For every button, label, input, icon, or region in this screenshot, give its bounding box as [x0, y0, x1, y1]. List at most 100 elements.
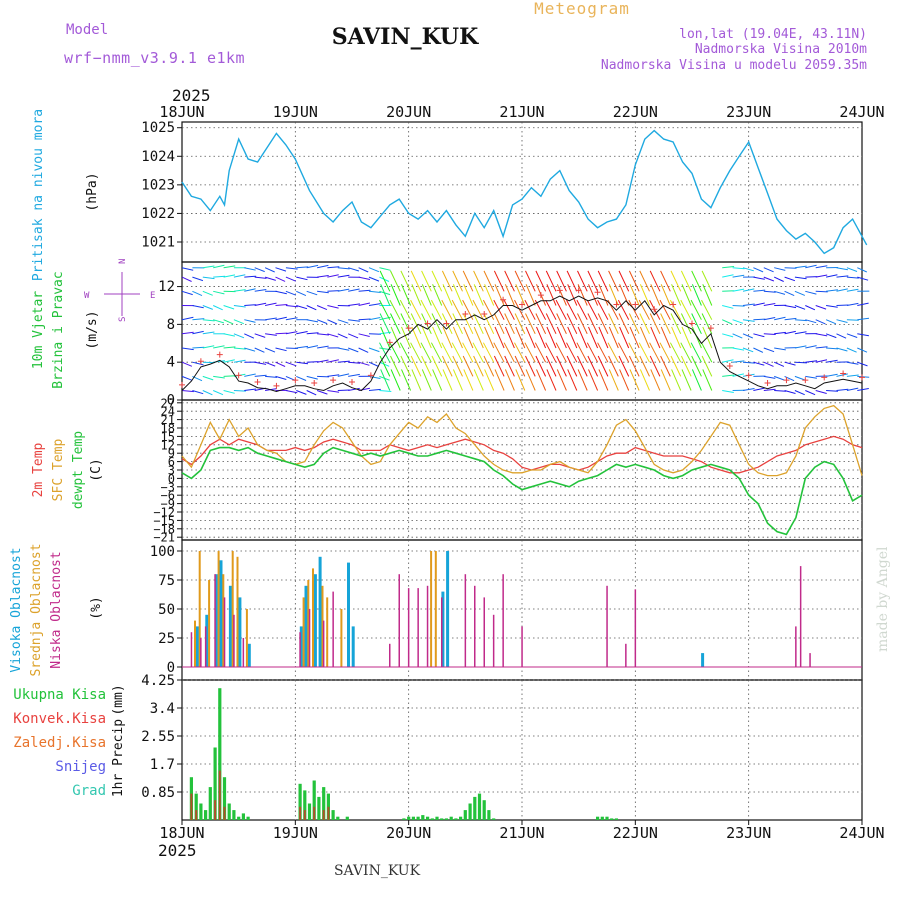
wind-marker [613, 301, 620, 308]
wind-barb [368, 317, 381, 321]
wind-barb [254, 302, 267, 306]
wind-barb [617, 299, 630, 320]
wind-barb [410, 313, 422, 335]
wind-barb [264, 347, 276, 353]
wind-barb [462, 342, 474, 363]
wind-barb [576, 342, 588, 363]
wind-barb [702, 284, 713, 306]
wind-barb [181, 361, 193, 367]
wind-barb [399, 342, 412, 363]
precip-bar [298, 783, 302, 820]
coords-label: lon,lat (19.04E, 43.11N) [679, 27, 867, 42]
cloud-bar [407, 588, 410, 667]
wind-barb [421, 270, 432, 292]
precip-bar [487, 810, 491, 820]
wind-ylabel-sub: Brzina i Pravac [51, 271, 66, 388]
cloud-bar [238, 597, 242, 667]
precip-bar [492, 818, 496, 820]
wind-barb [722, 333, 734, 338]
wind-barb [233, 289, 246, 292]
wind-barb [608, 326, 619, 349]
cloud-bar [492, 614, 495, 667]
wind-barb [763, 290, 776, 293]
wind-barb [691, 284, 702, 306]
wind-barb [337, 373, 350, 377]
wind-barb [327, 359, 339, 363]
cloud-bar [426, 585, 429, 667]
wind-barb [774, 267, 786, 271]
wind-barb [618, 313, 630, 335]
wind-barb [846, 387, 859, 391]
y-tick-label: 0 [167, 660, 175, 676]
wind-barb [846, 276, 859, 279]
cloud-bar [195, 626, 199, 667]
wind-marker [349, 379, 355, 386]
wind-barb [275, 347, 287, 352]
wind-barb [452, 284, 463, 306]
meteogram-title: Meteogram [534, 0, 630, 18]
wind-barb [836, 347, 848, 352]
precip-legend-item: Grad [72, 783, 106, 799]
wind-barb [379, 313, 391, 335]
wind-barb [441, 299, 453, 320]
cloud-bar [809, 653, 811, 667]
precip-bar [463, 810, 467, 820]
wind-barb [379, 299, 391, 320]
wind-barb [327, 390, 340, 393]
y-tick-label: 1.7 [150, 757, 175, 773]
wind-barb [535, 270, 547, 292]
model-label: Model [66, 22, 108, 38]
wind-marker [840, 370, 847, 377]
wind-barb [650, 284, 661, 306]
wind-barb [608, 355, 619, 377]
wind-barb [836, 319, 848, 323]
wind-barb [327, 274, 339, 278]
wind-barb [254, 267, 265, 273]
cloud-bar [446, 551, 450, 667]
wind-barb [535, 313, 547, 335]
wind-barb [753, 276, 765, 280]
cloud-bar [190, 632, 193, 667]
wind-barb [327, 319, 338, 325]
wind-barb [181, 375, 193, 381]
wind-barb [463, 369, 474, 391]
wind-barb [202, 331, 215, 335]
pressure-panel: 1021 1022 1023 1024 1025 [141, 120, 868, 263]
wind-barb [784, 267, 797, 269]
wind-marker [821, 374, 828, 381]
wind-barb [390, 326, 401, 349]
precip-ylabel: 1hr Precip [111, 719, 126, 797]
wind-barb [202, 319, 215, 322]
wind-barb [555, 299, 567, 320]
temp-dewpt-line [181, 446, 863, 536]
wind-barb [628, 313, 640, 335]
wind-marker [707, 325, 714, 332]
wind-barb [825, 319, 837, 325]
cloud-bar [434, 551, 437, 667]
wind-barb [337, 319, 349, 324]
wind-barb [233, 274, 246, 278]
wind-ylabel: 10m Vjetar [31, 291, 46, 369]
cloud-bar [474, 585, 476, 667]
wind-barb [306, 390, 317, 396]
wind-marker [632, 301, 639, 308]
wind-barb [691, 355, 702, 377]
wind-marker [481, 310, 488, 317]
wind-barb [473, 270, 484, 292]
wind-barb [317, 375, 330, 378]
wind-barb [431, 355, 443, 377]
wind-barb [348, 373, 360, 377]
y-tick-label: 12 [158, 279, 175, 295]
wind-barb [732, 347, 745, 351]
wind-barb [390, 369, 401, 391]
wind-barb [701, 299, 713, 320]
wind-marker [537, 292, 544, 299]
wind-barb [722, 305, 734, 309]
y-tick-label: −18 [153, 522, 175, 536]
cloud-bar [245, 609, 248, 667]
wind-barb [732, 333, 743, 339]
wind-barb [358, 289, 371, 292]
credit: made by Angel [875, 546, 891, 652]
y-tick-label: 1021 [141, 235, 175, 251]
wind-barb [379, 390, 392, 392]
